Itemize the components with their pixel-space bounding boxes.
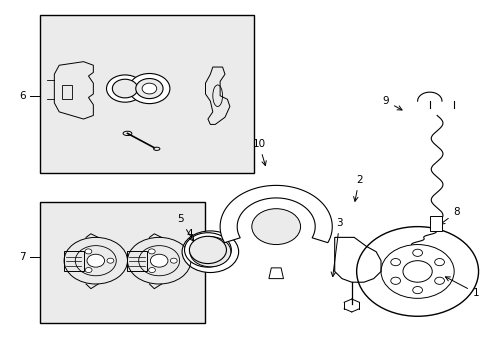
Circle shape bbox=[150, 254, 167, 267]
Text: 7: 7 bbox=[20, 252, 26, 262]
Text: 3: 3 bbox=[330, 218, 342, 276]
Text: 10: 10 bbox=[252, 139, 265, 166]
Text: 4: 4 bbox=[186, 229, 203, 252]
Text: 5: 5 bbox=[177, 215, 193, 241]
Circle shape bbox=[251, 209, 300, 244]
Circle shape bbox=[170, 258, 177, 263]
Text: 1: 1 bbox=[445, 277, 478, 298]
Circle shape bbox=[412, 249, 422, 256]
Circle shape bbox=[356, 226, 478, 316]
Circle shape bbox=[112, 79, 138, 98]
Circle shape bbox=[129, 73, 169, 104]
Circle shape bbox=[182, 231, 238, 273]
Circle shape bbox=[148, 249, 155, 254]
Bar bbox=[127, 251, 147, 271]
Circle shape bbox=[107, 258, 114, 263]
Circle shape bbox=[87, 254, 104, 267]
Circle shape bbox=[85, 267, 92, 273]
Bar bbox=[40, 202, 205, 323]
Text: 2: 2 bbox=[353, 175, 362, 201]
Circle shape bbox=[390, 258, 400, 266]
Circle shape bbox=[189, 236, 226, 264]
Circle shape bbox=[148, 267, 155, 273]
Circle shape bbox=[142, 83, 157, 94]
Polygon shape bbox=[220, 185, 331, 243]
Circle shape bbox=[390, 277, 400, 284]
Circle shape bbox=[412, 287, 422, 294]
Circle shape bbox=[136, 78, 163, 99]
Circle shape bbox=[106, 75, 143, 102]
Circle shape bbox=[189, 237, 230, 267]
Text: 6: 6 bbox=[20, 91, 26, 101]
Bar bbox=[40, 15, 254, 173]
Circle shape bbox=[85, 249, 92, 254]
Circle shape bbox=[380, 244, 453, 298]
Circle shape bbox=[402, 261, 431, 282]
Bar bbox=[61, 85, 72, 99]
Circle shape bbox=[434, 277, 444, 284]
Bar bbox=[64, 251, 83, 271]
Bar bbox=[429, 216, 441, 231]
Circle shape bbox=[434, 258, 444, 266]
Circle shape bbox=[184, 233, 231, 267]
Text: 8: 8 bbox=[439, 207, 459, 224]
Text: 9: 9 bbox=[382, 96, 401, 110]
